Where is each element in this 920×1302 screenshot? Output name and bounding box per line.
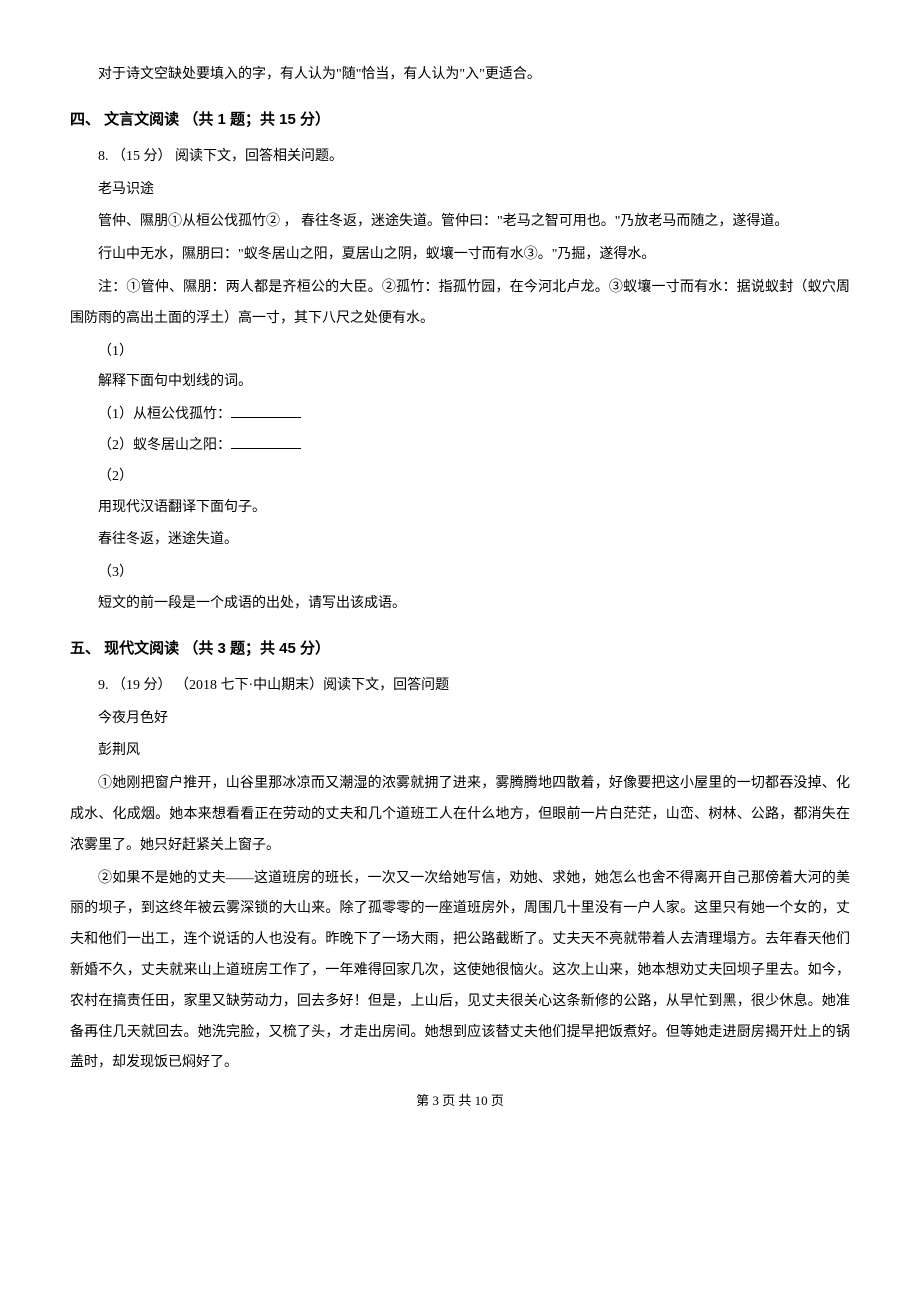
sub-question-1-label: （1） xyxy=(70,337,850,368)
passage-notes: 注：①管仲、隰朋：两人都是齐桓公的大臣。②孤竹：指孤竹园，在今河北卢龙。③蚁壤一… xyxy=(70,273,850,335)
passage-title: 老马识途 xyxy=(70,175,850,206)
article-author: 彭荆风 xyxy=(70,736,850,767)
article-title: 今夜月色好 xyxy=(70,704,850,735)
q1-item1-text: （1）从桓公伐孤竹： xyxy=(98,407,231,422)
article-para-1: ①她刚把窗户推开，山谷里那冰凉而又潮湿的浓雾就拥了进来，雾腾腾地四散着，好像要把… xyxy=(70,769,850,861)
fill-blank-2[interactable] xyxy=(231,448,301,449)
q1-item2-text: （2）蚁冬居山之阳： xyxy=(98,438,231,453)
passage-para-1: 管仲、隰朋①从桓公伐孤竹② ， 春往冬返，迷途失道。管仲曰："老马之智可用也。"… xyxy=(70,207,850,238)
sub-question-1-item-2: （2）蚁冬居山之阳： xyxy=(70,431,850,462)
sub-question-3-text: 短文的前一段是一个成语的出处，请写出该成语。 xyxy=(70,589,850,620)
fill-blank-1[interactable] xyxy=(231,417,301,418)
page-footer: 第 3 页 共 10 页 xyxy=(70,1087,850,1116)
section-4-heading: 四、 文言文阅读 （共 1 题；共 15 分） xyxy=(70,103,850,136)
sub-question-1-text: 解释下面句中划线的词。 xyxy=(70,367,850,398)
sub-question-2-sentence: 春往冬返，迷途失道。 xyxy=(70,525,850,556)
article-para-2: ②如果不是她的丈夫——这道班房的班长，一次又一次给她写信，劝她、求她，她怎么也舍… xyxy=(70,864,850,1080)
intro-text: 对于诗文空缺处要填入的字，有人认为"随"恰当，有人认为"入"更适合。 xyxy=(70,60,850,91)
question-8-header: 8. （15 分） 阅读下文，回答相关问题。 xyxy=(70,142,850,173)
sub-question-1-item-1: （1）从桓公伐孤竹： xyxy=(70,400,850,431)
question-9-header: 9. （19 分） （2018 七下·中山期末）阅读下文，回答问题 xyxy=(70,671,850,702)
sub-question-3-label: （3） xyxy=(70,558,850,589)
sub-question-2-label: （2） xyxy=(70,462,850,493)
section-5-heading: 五、 现代文阅读 （共 3 题；共 45 分） xyxy=(70,632,850,665)
passage-para-2: 行山中无水，隰朋曰："蚁冬居山之阳，夏居山之阴，蚁壤一寸而有水③。"乃掘，遂得水… xyxy=(70,240,850,271)
sub-question-2-text: 用现代汉语翻译下面句子。 xyxy=(70,493,850,524)
